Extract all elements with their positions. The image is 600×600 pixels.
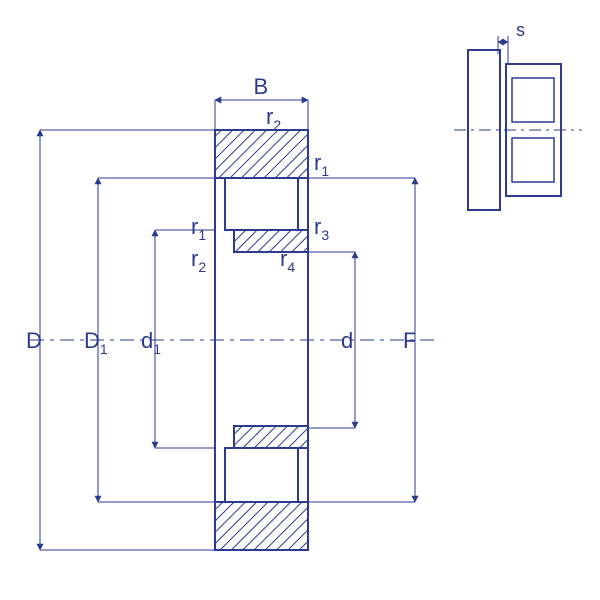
svg-text:r1: r1 bbox=[191, 214, 206, 243]
svg-text:r3: r3 bbox=[314, 214, 329, 243]
svg-text:d: d bbox=[341, 328, 353, 353]
svg-text:B: B bbox=[254, 74, 269, 99]
svg-text:r1: r1 bbox=[314, 150, 329, 179]
svg-text:D: D bbox=[26, 328, 42, 353]
svg-text:s: s bbox=[516, 20, 525, 40]
svg-text:r2: r2 bbox=[191, 246, 206, 275]
svg-text:F: F bbox=[403, 328, 416, 353]
svg-text:d1: d1 bbox=[141, 328, 161, 357]
svg-text:r2: r2 bbox=[266, 104, 281, 133]
svg-text:D1: D1 bbox=[84, 328, 108, 357]
